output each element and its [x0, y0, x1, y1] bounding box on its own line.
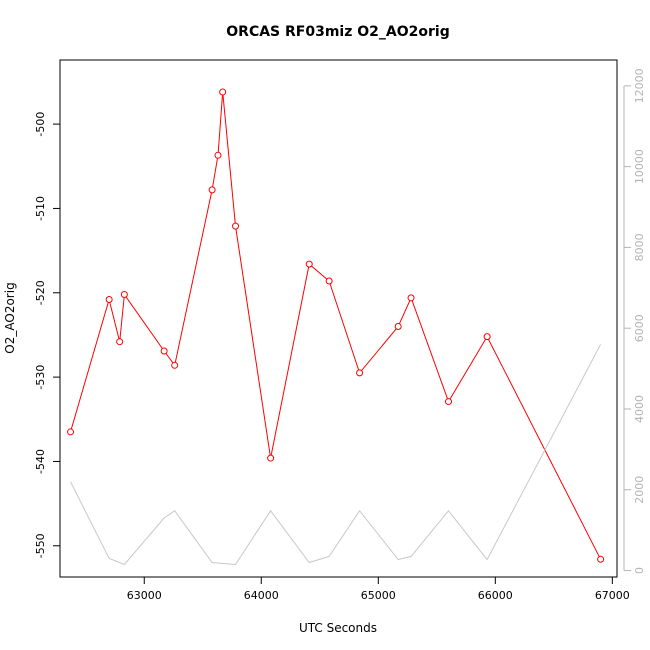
x-axis-label: UTC Seconds	[299, 621, 377, 635]
data-point	[171, 361, 179, 369]
data-point	[160, 347, 168, 355]
right-y-tick-label: 10000	[633, 149, 646, 184]
x-axis: 63000 64000 65000 66000 67000	[127, 577, 630, 602]
data-point	[67, 428, 75, 436]
data-point	[208, 186, 216, 194]
right-y-tick-label: 0	[633, 567, 646, 574]
y-tick-label: -520	[34, 280, 47, 305]
data-point	[356, 369, 364, 377]
right-y-tick-label: 6000	[633, 314, 646, 342]
data-point	[325, 277, 333, 285]
data-point	[120, 290, 128, 298]
y-tick-label: -500	[34, 112, 47, 137]
right-y-tick-label: 12000	[633, 68, 646, 103]
chart-title: ORCAS RF03miz O2_AO2orig	[226, 24, 449, 40]
data-point	[394, 323, 402, 331]
x-tick-label: 66000	[478, 589, 513, 602]
data-point	[444, 398, 452, 406]
x-tick-label: 65000	[361, 589, 396, 602]
x-tick-label: 67000	[595, 589, 630, 602]
data-point	[483, 333, 491, 341]
right-axis-series-line	[70, 344, 602, 566]
data-point	[214, 151, 222, 159]
right-y-tick-label: 4000	[633, 395, 646, 423]
data-point	[232, 222, 240, 230]
y-tick-label: -510	[34, 196, 47, 221]
x-tick-label: 64000	[244, 589, 279, 602]
y-tick-label: -540	[34, 449, 47, 474]
y-tick-label: -550	[34, 533, 47, 558]
data-point	[407, 294, 415, 302]
data-point	[105, 296, 113, 304]
series-layer	[67, 88, 605, 566]
y-tick-label: -530	[34, 365, 47, 390]
right-y-axis: 0 2000 4000 6000 8000 10000 12000	[623, 68, 646, 574]
right-y-tick-label: 8000	[633, 233, 646, 261]
y-axis-label: O2_AO2orig	[3, 282, 17, 353]
data-point	[116, 338, 124, 346]
data-point	[267, 454, 275, 462]
plot-frame	[59, 59, 618, 578]
data-point	[305, 260, 313, 268]
y-axis: -550 -540 -530 -520 -510 -500	[34, 112, 60, 558]
data-point	[219, 88, 227, 96]
x-tick-label: 63000	[127, 589, 162, 602]
right-y-tick-label: 2000	[633, 476, 646, 504]
data-point	[597, 555, 605, 563]
